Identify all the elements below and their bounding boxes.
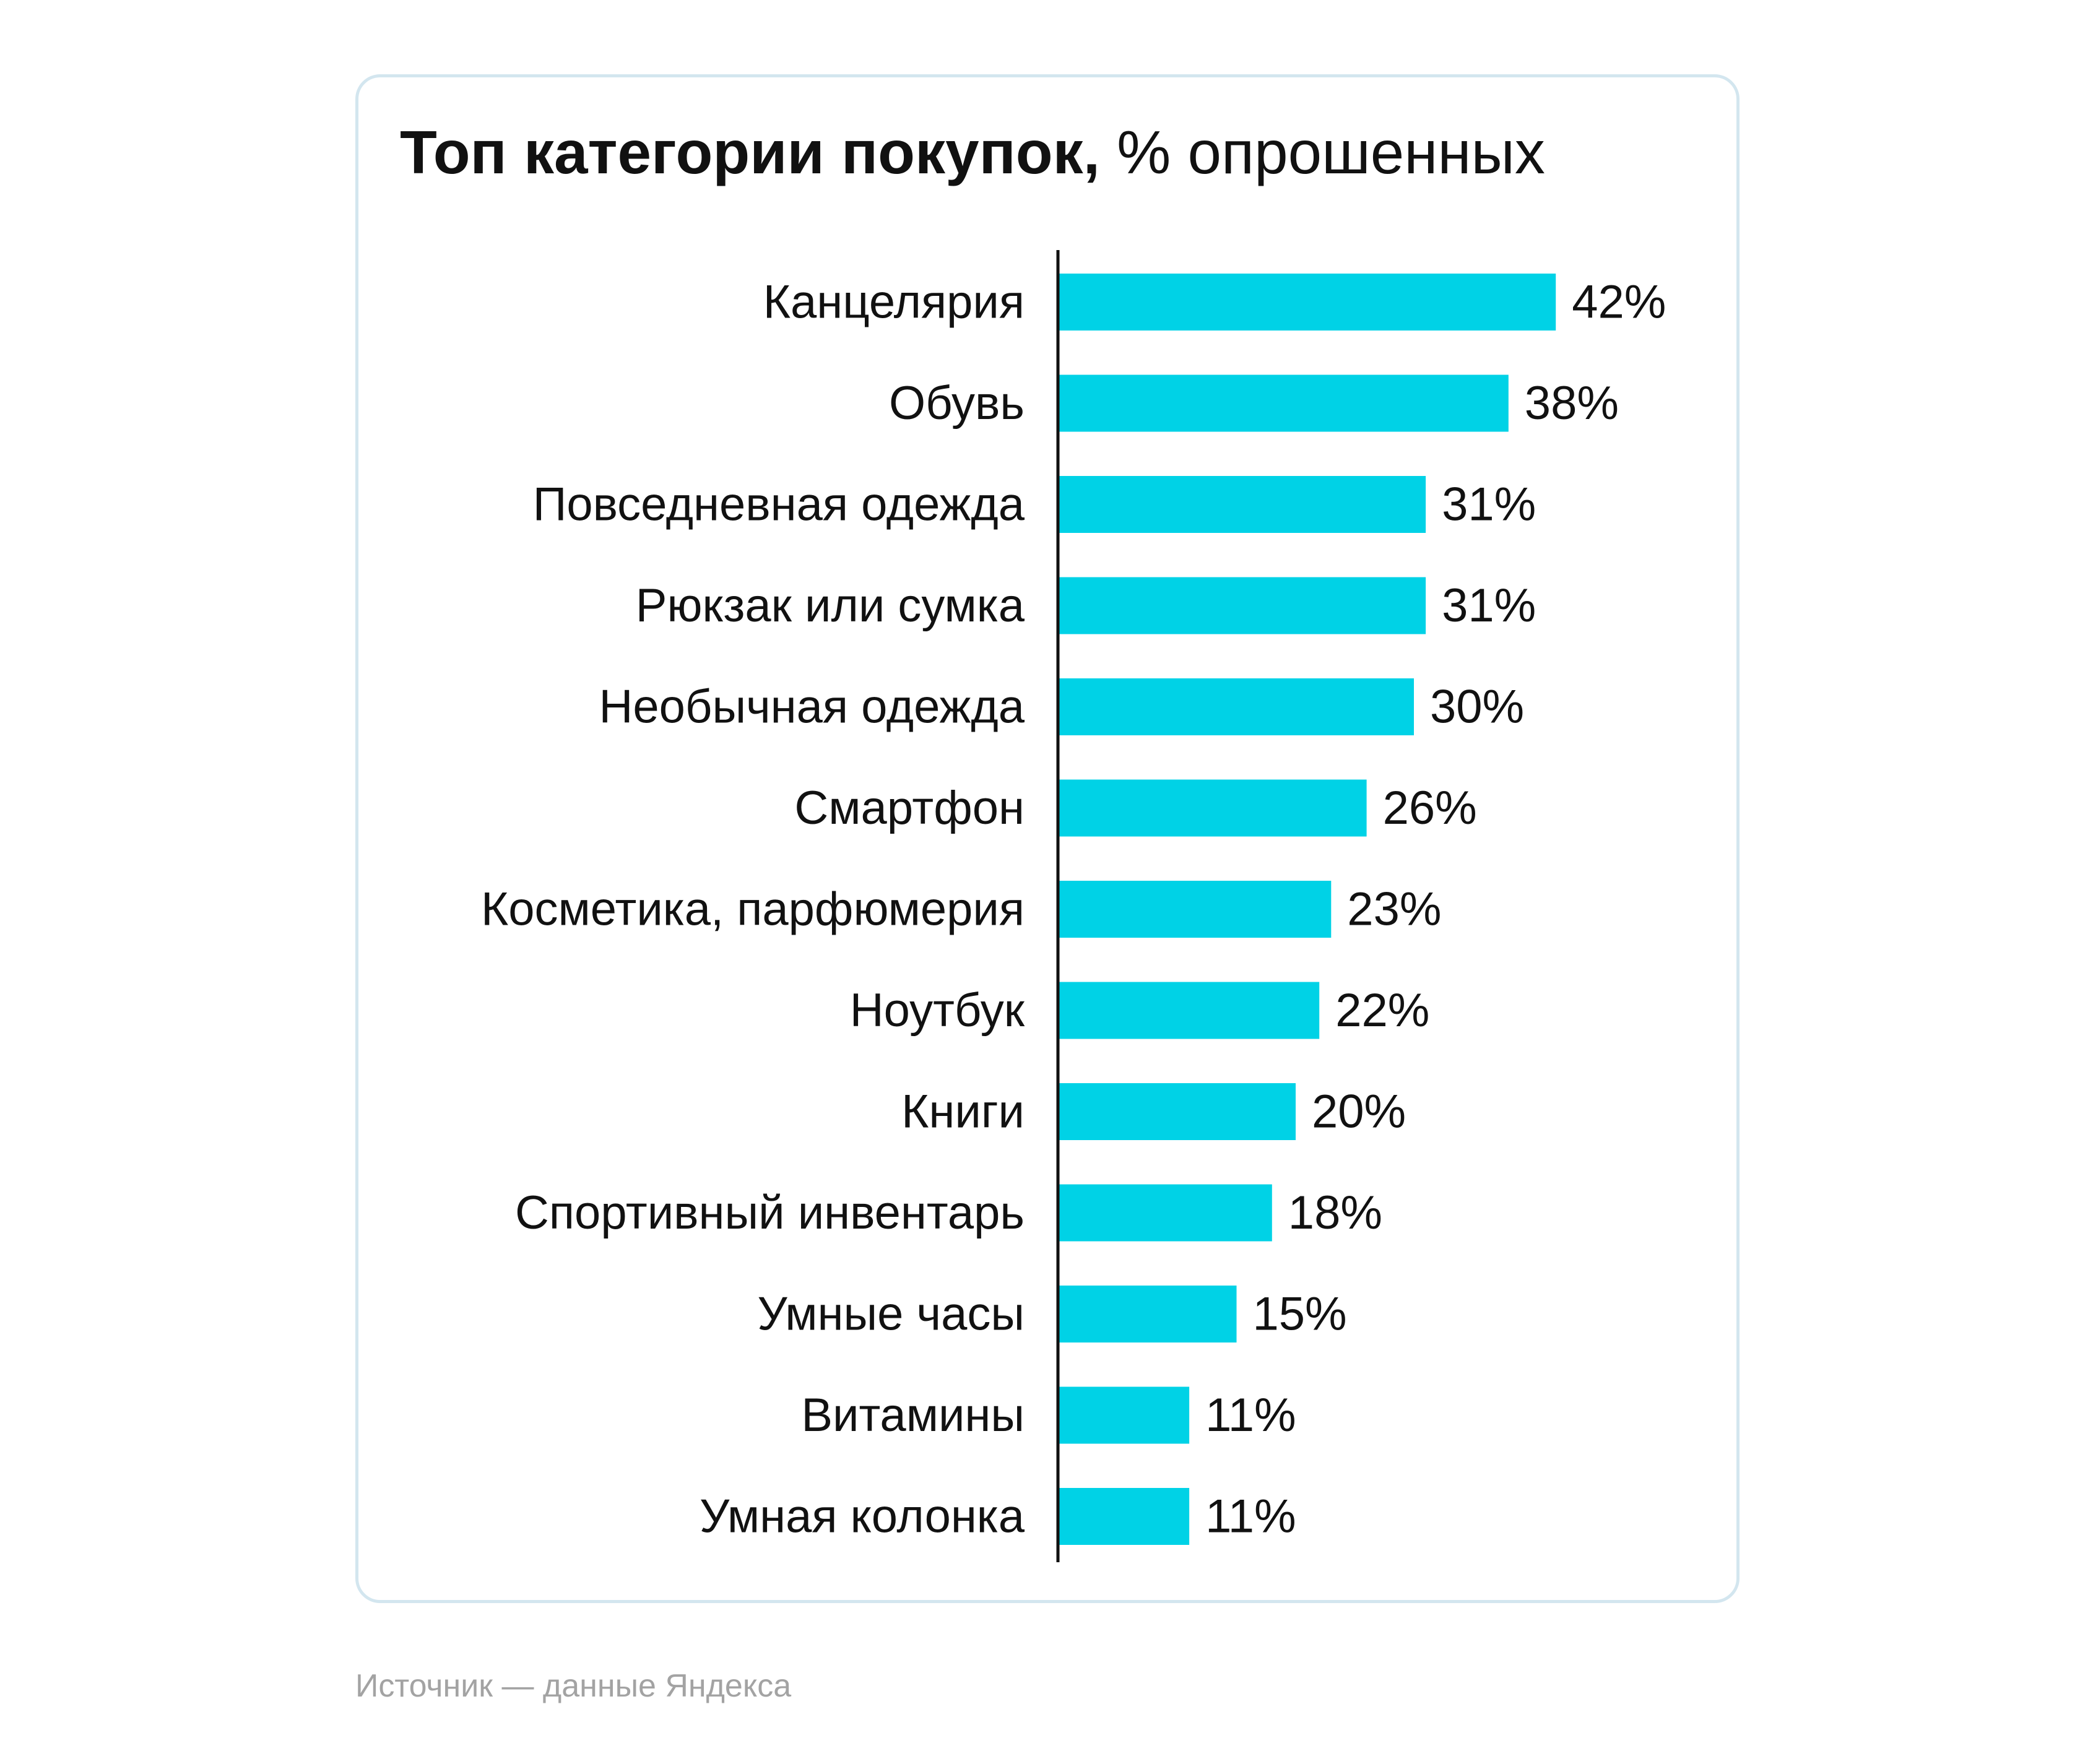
bars-layer: Канцелярия 42% Обувь 38% Повседневная одежда… [481, 274, 1666, 1545]
category-label: Косметика, парфюмерия [481, 883, 1025, 936]
bar [1059, 274, 1556, 331]
value-label: 20% [1312, 1086, 1406, 1138]
category-label: Спортивный инвентарь [515, 1187, 1025, 1239]
value-label: 30% [1430, 681, 1524, 733]
bar [1059, 779, 1367, 837]
category-label: Ноутбук [850, 984, 1025, 1037]
bar [1059, 1083, 1296, 1140]
value-label: 26% [1383, 782, 1477, 834]
bar [1059, 982, 1320, 1039]
value-label: 11% [1205, 1389, 1296, 1442]
value-label: 23% [1347, 883, 1441, 936]
category-label: Необычная одежда [599, 681, 1025, 733]
bar [1059, 1184, 1272, 1242]
category-label: Рюкзак или сумка [636, 579, 1025, 632]
bar [1059, 577, 1426, 634]
category-label: Канцелярия [763, 276, 1025, 329]
value-label: 42% [1572, 276, 1666, 329]
source-note: Источник — данные Яндекса [355, 1668, 792, 1704]
chart-title: Топ категории покупок, % опрошенных [400, 115, 1545, 189]
value-label: 11% [1205, 1490, 1296, 1543]
category-label: Смартфон [794, 782, 1025, 834]
category-label: Повседневная одежда [533, 478, 1025, 531]
value-label: 15% [1253, 1288, 1347, 1341]
chart-title-bold: Топ категории покупок, [400, 118, 1100, 186]
bar [1059, 374, 1509, 432]
bar [1059, 881, 1332, 938]
category-label: Витамины [801, 1389, 1025, 1442]
bar [1059, 678, 1414, 735]
value-label: 31% [1442, 478, 1536, 531]
value-label: 31% [1442, 579, 1536, 632]
category-label: Умные часы [757, 1288, 1025, 1341]
category-label: Книги [901, 1086, 1025, 1138]
bar [1059, 1286, 1237, 1342]
value-label: 18% [1288, 1187, 1382, 1239]
value-label: 22% [1335, 984, 1429, 1037]
bar [1059, 1386, 1190, 1444]
bar [1059, 1488, 1190, 1545]
category-label: Умная колонка [700, 1490, 1025, 1543]
value-label: 38% [1525, 377, 1619, 430]
category-label: Обувь [889, 377, 1025, 430]
bar [1059, 476, 1426, 533]
chart-title-unit: % опрошенных [1117, 118, 1545, 186]
